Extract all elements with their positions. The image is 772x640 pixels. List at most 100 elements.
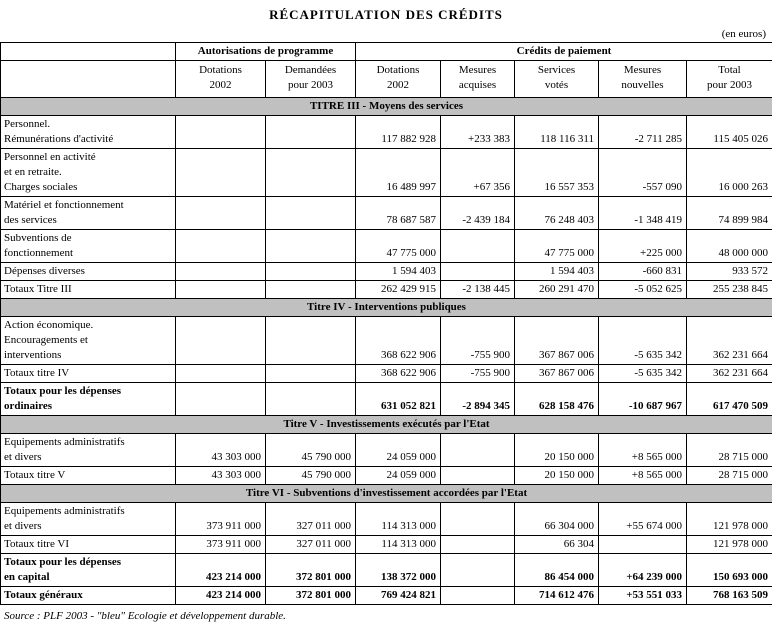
value-cell xyxy=(440,586,515,605)
row-label: Totaux Titre III xyxy=(0,280,176,299)
value-cell: -2 711 285 xyxy=(598,115,687,149)
empty-label-header-cell xyxy=(0,60,176,98)
value-cell: 45 790 000 xyxy=(265,433,356,467)
value-cell: 115 405 026 xyxy=(685,115,772,149)
table-row: Totaux pour les dépenses en capital 423 2… xyxy=(0,553,772,587)
table-row: Dépenses diverses 1 594 403 1 594 403 -660 … xyxy=(0,262,772,281)
section-title: Titre IV - Interventions publiques xyxy=(0,298,772,317)
value-cell xyxy=(175,280,266,299)
value-cell: 628 158 476 xyxy=(514,382,599,416)
value-cell: 24 059 000 xyxy=(355,433,441,467)
source-note: Source : PLF 2003 - "bleu" Ecologie et d… xyxy=(4,610,286,622)
value-cell: 1 594 403 xyxy=(355,262,441,281)
value-cell: 714 612 476 xyxy=(514,586,599,605)
table-row: Personnel. Rémunérations d'activité 117 8… xyxy=(0,115,772,149)
value-cell xyxy=(175,196,266,230)
col-header-services-votes: Services votés xyxy=(514,60,599,98)
value-cell: -10 687 967 xyxy=(598,382,687,416)
group-header-autorisations: Autorisations de programme xyxy=(175,42,356,61)
row-label: Totaux titre VI xyxy=(0,535,176,554)
row-label: Equipements administratifs et divers xyxy=(0,502,176,536)
value-cell: +64 239 000 xyxy=(598,553,687,587)
value-cell: 617 470 509 xyxy=(685,382,772,416)
table-row: Subventions de fonctionnement 47 775 000 4… xyxy=(0,229,772,263)
section-row: Titre IV - Interventions publiques xyxy=(0,298,772,317)
table-row: Totaux pour les dépenses ordinaires 631 0… xyxy=(0,382,772,416)
value-cell xyxy=(265,262,356,281)
value-cell: -5 635 342 xyxy=(598,364,687,383)
row-label: Totaux pour les dépenses en capital xyxy=(0,553,176,587)
table-row: Totaux généraux 423 214 000 372 801 000 769… xyxy=(0,586,772,605)
value-cell: 28 715 000 xyxy=(685,433,772,467)
value-cell: 121 978 000 xyxy=(685,535,772,554)
value-cell: 86 454 000 xyxy=(514,553,599,587)
row-label: Matériel et fonctionnement des services xyxy=(0,196,176,230)
value-cell xyxy=(440,535,515,554)
table-row: Totaux titre VI 373 911 000 327 011 000 114… xyxy=(0,535,772,554)
table-row: Equipements administratifs et divers 373 … xyxy=(0,502,772,536)
value-cell: 45 790 000 xyxy=(265,466,356,485)
group-header-row: Autorisations de programme Crédits de pa… xyxy=(0,42,772,61)
value-cell xyxy=(175,148,266,197)
col-header-total-2003: Total pour 2003 xyxy=(685,60,772,98)
value-cell: 48 000 000 xyxy=(685,229,772,263)
value-cell: 933 572 xyxy=(685,262,772,281)
page-title: RÉCAPITULATION DES CRÉDITS xyxy=(269,7,503,22)
value-cell: 114 313 000 xyxy=(355,535,441,554)
value-cell: -5 635 342 xyxy=(598,316,687,365)
section-row: Titre V - Investissements exécutés par l… xyxy=(0,415,772,434)
value-cell: 47 775 000 xyxy=(355,229,441,263)
section-row: TITRE III - Moyens des services xyxy=(0,97,772,116)
col-header-mesures-acquises: Mesures acquises xyxy=(440,60,515,98)
value-cell: 362 231 664 xyxy=(685,316,772,365)
credits-table-body: TITRE III - Moyens des services Personnel… xyxy=(0,97,772,605)
value-cell: 423 214 000 xyxy=(175,553,266,587)
row-label: Dépenses diverses xyxy=(0,262,176,281)
group-header-credits-paiement: Crédits de paiement xyxy=(354,42,772,61)
value-cell: 16 489 997 xyxy=(355,148,441,197)
value-cell: 372 801 000 xyxy=(265,586,356,605)
value-cell: -2 439 184 xyxy=(440,196,515,230)
value-cell: +8 565 000 xyxy=(598,466,687,485)
value-cell xyxy=(265,229,356,263)
value-cell: -2 894 345 xyxy=(440,382,515,416)
value-cell: -1 348 419 xyxy=(598,196,687,230)
value-cell: 769 424 821 xyxy=(355,586,441,605)
row-label: Totaux titre IV xyxy=(0,364,176,383)
value-cell: 138 372 000 xyxy=(355,553,441,587)
value-cell xyxy=(440,433,515,467)
value-cell xyxy=(175,316,266,365)
value-cell: 262 429 915 xyxy=(355,280,441,299)
value-cell xyxy=(175,364,266,383)
value-cell: +55 674 000 xyxy=(598,502,687,536)
value-cell xyxy=(598,535,687,554)
value-cell: +67 356 xyxy=(440,148,515,197)
column-header-row: Dotations 2002 Demandées pour 2003 Dotat… xyxy=(0,60,772,98)
value-cell: 373 911 000 xyxy=(175,535,266,554)
value-cell: 20 150 000 xyxy=(514,466,599,485)
value-cell: 631 052 821 xyxy=(355,382,441,416)
value-cell: 43 303 000 xyxy=(175,433,266,467)
col-header-dotations-2002-cp: Dotations 2002 xyxy=(355,60,441,98)
value-cell: -5 052 625 xyxy=(598,280,687,299)
value-cell: +225 000 xyxy=(598,229,687,263)
value-cell xyxy=(265,115,356,149)
value-cell xyxy=(265,382,356,416)
value-cell: 260 291 470 xyxy=(514,280,599,299)
value-cell: 118 116 311 xyxy=(514,115,599,149)
table-row: Totaux Titre III 262 429 915 -2 138 445 260… xyxy=(0,280,772,299)
value-cell xyxy=(175,382,266,416)
value-cell: 150 693 000 xyxy=(685,553,772,587)
table-row: Totaux titre IV 368 622 906 -755 900 367 86… xyxy=(0,364,772,383)
value-cell: 43 303 000 xyxy=(175,466,266,485)
value-cell: 368 622 906 xyxy=(355,364,441,383)
value-cell xyxy=(175,115,266,149)
value-cell: 362 231 664 xyxy=(685,364,772,383)
value-cell: 47 775 000 xyxy=(514,229,599,263)
table-row: Action économique. Encouragements et int… xyxy=(0,316,772,365)
value-cell: 327 011 000 xyxy=(265,535,356,554)
value-cell: 16 000 263 xyxy=(685,148,772,197)
row-label: Equipements administratifs et divers xyxy=(0,433,176,467)
col-header-mesures-nouvelles: Mesures nouvelles xyxy=(598,60,687,98)
